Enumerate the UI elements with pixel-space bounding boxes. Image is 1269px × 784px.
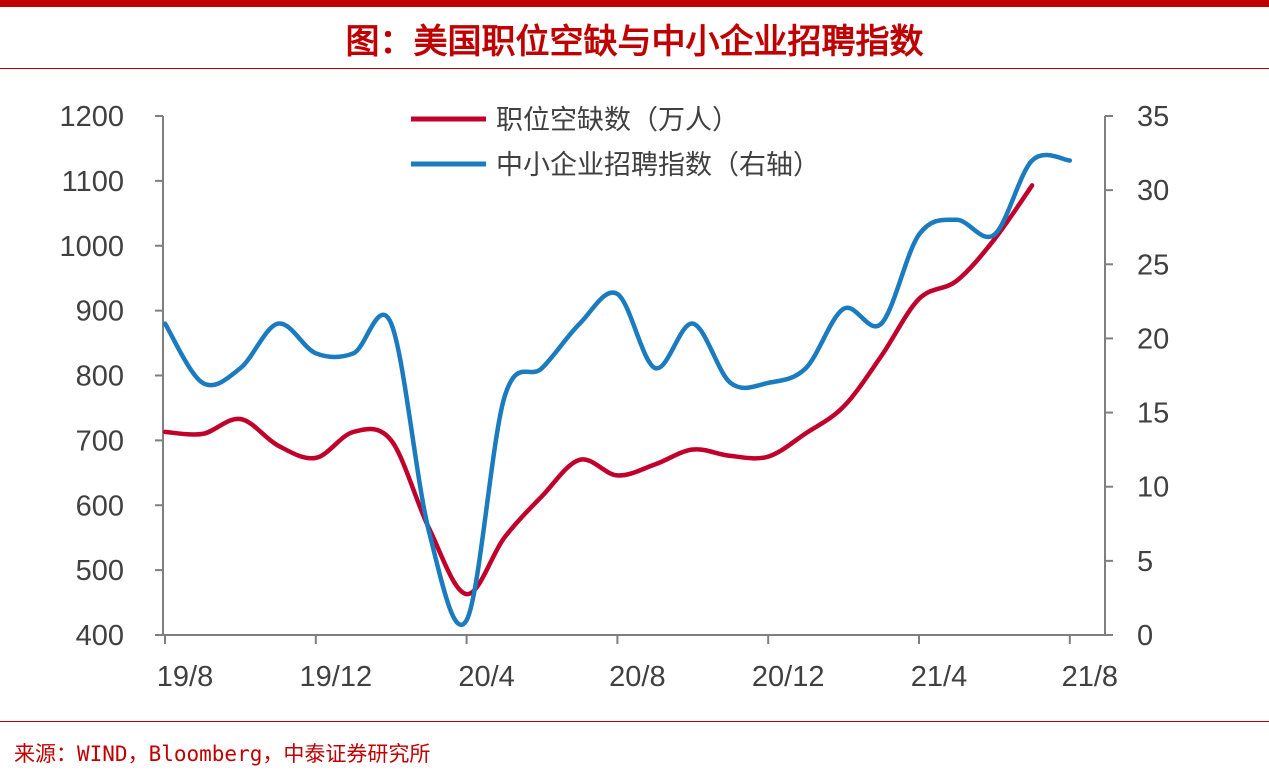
right-tick-label: 5	[1137, 546, 1153, 578]
left-tick-label: 900	[76, 296, 124, 328]
x-tick-label: 20/12	[752, 661, 825, 693]
right-tick-label: 15	[1137, 398, 1169, 430]
right-tick-label: 10	[1137, 472, 1169, 504]
legend: 职位空缺数（万人） 中小企业招聘指数（右轴）	[411, 105, 820, 181]
source-note: 来源：WIND，Bloomberg，中泰证券研究所	[14, 742, 431, 766]
right-axis-ticks: 0 5 10 15 20 25 30 35	[1105, 101, 1169, 652]
x-tick-label: 21/4	[911, 661, 967, 693]
axes	[162, 116, 1106, 636]
left-axis-ticks: 400 500 600 700 800 900 1000 1100 1200	[59, 101, 163, 652]
right-tick-label: 20	[1137, 323, 1169, 355]
series-lines	[162, 152, 1073, 627]
x-tick-label: 20/8	[609, 661, 665, 693]
left-tick-label: 600	[76, 490, 124, 522]
right-tick-label: 25	[1137, 249, 1169, 281]
line-chart: 400 500 600 700 800 900 1000 1100 1200 0 5 10 15 20 2…	[59, 101, 1169, 693]
left-tick-label: 1200	[59, 101, 124, 133]
left-tick-label: 400	[76, 620, 124, 652]
chart-title: 图：美国职位空缺与中小企业招聘指数	[345, 22, 924, 62]
series-line-hiring-index	[162, 152, 1073, 627]
x-tick-label: 20/4	[458, 661, 514, 693]
legend-label: 中小企业招聘指数（右轴）	[496, 150, 820, 181]
x-tick-label: 21/8	[1062, 661, 1118, 693]
x-tick-label: 19/12	[300, 661, 373, 693]
left-tick-label: 1000	[59, 231, 124, 263]
right-tick-label: 30	[1137, 175, 1169, 207]
x-axis-ticks: 19/8 19/12 20/4 20/8 20/12 21/4 21/8	[157, 635, 1118, 693]
right-tick-label: 0	[1137, 620, 1153, 652]
top-rule	[0, 0, 1269, 7]
right-tick-label: 35	[1137, 101, 1169, 133]
left-tick-label: 1100	[62, 166, 124, 198]
left-tick-label: 700	[76, 425, 124, 457]
left-tick-label: 800	[76, 361, 124, 393]
series-line-vacancies	[162, 183, 1035, 597]
bottom-rule	[0, 721, 1269, 722]
x-tick-label: 19/8	[157, 661, 213, 693]
left-tick-label: 500	[76, 555, 124, 587]
title-rule	[0, 68, 1269, 69]
legend-label: 职位空缺数（万人）	[496, 105, 739, 136]
